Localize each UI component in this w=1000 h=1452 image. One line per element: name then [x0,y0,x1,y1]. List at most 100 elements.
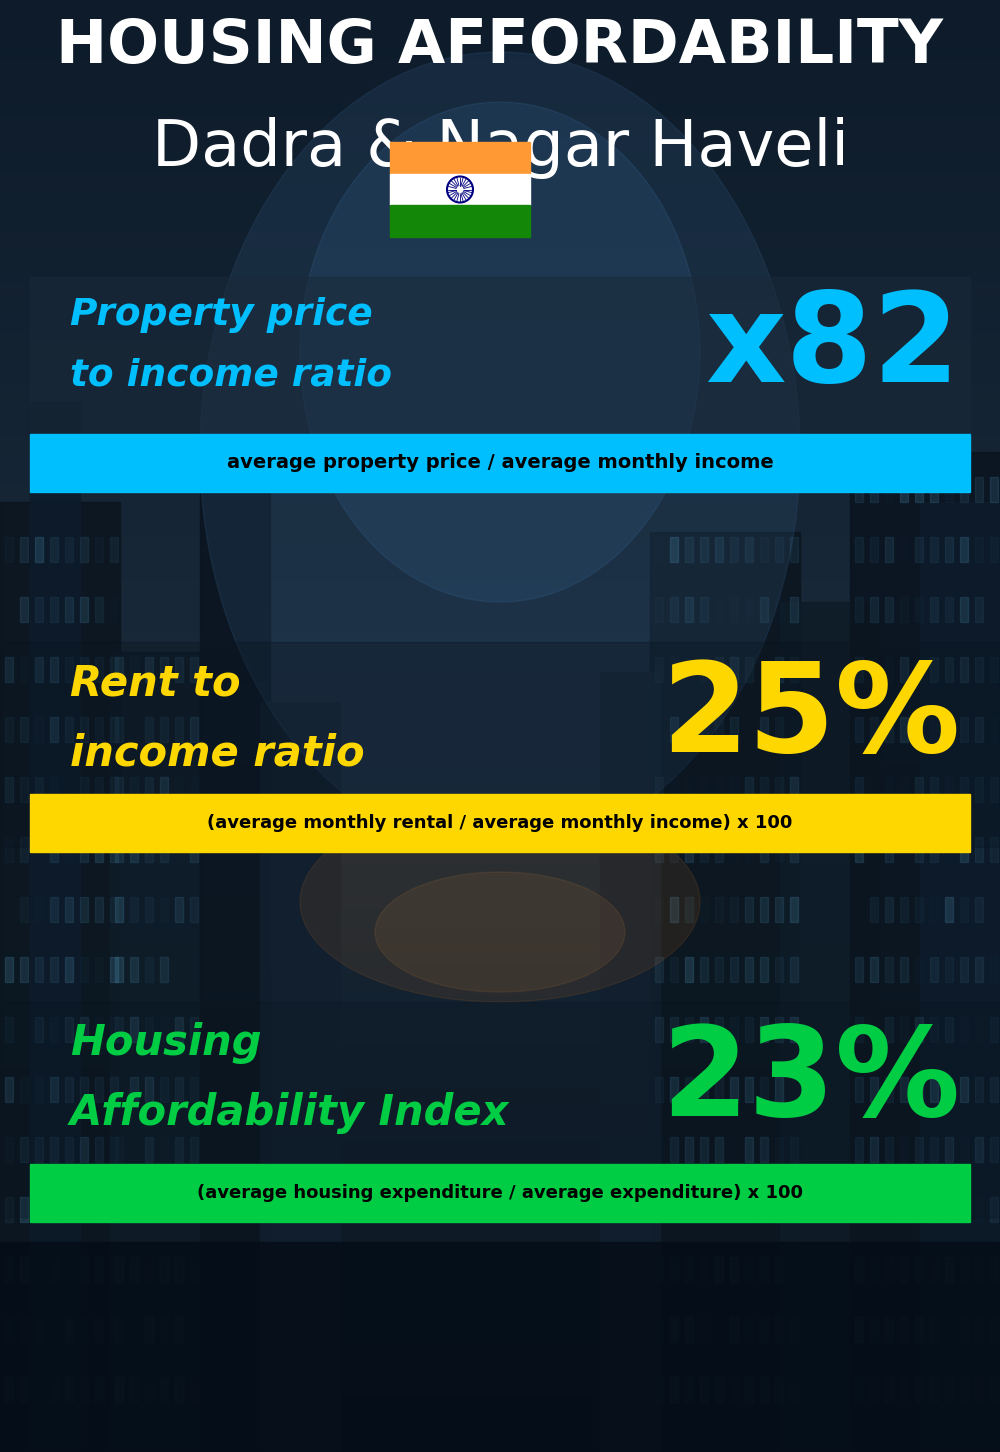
Bar [0,642,1000,847]
Bar [65,1077,73,1102]
Bar [670,836,678,862]
Bar [95,717,103,742]
Bar [390,174,530,205]
Bar [95,597,103,621]
Bar [35,897,43,922]
Bar [930,1257,938,1282]
Bar [870,478,878,502]
Bar [670,897,678,922]
Bar [960,656,968,682]
Bar [990,537,998,562]
Bar [900,597,908,621]
Bar [95,1376,103,1403]
Bar [715,836,723,862]
Bar [175,836,183,862]
Bar [700,836,708,862]
Bar [700,1137,708,1162]
Bar [35,656,43,682]
Bar [715,1077,723,1102]
Bar [945,1317,953,1342]
Bar [790,537,798,562]
Bar [960,1317,968,1342]
Bar [775,1137,783,1162]
Bar [130,1257,138,1282]
Bar [885,777,893,802]
Bar [900,537,908,562]
Bar [685,836,693,862]
Bar [855,1196,863,1223]
Bar [65,656,73,682]
Bar [775,1077,783,1102]
Bar [685,777,693,802]
Bar [760,717,768,742]
Ellipse shape [300,802,700,1002]
Bar [20,836,28,862]
Bar [930,478,938,502]
Bar [655,717,663,742]
Bar [790,1376,798,1403]
Bar [855,836,863,862]
Bar [760,1077,768,1102]
Bar [685,656,693,682]
Bar [20,537,28,562]
Bar [80,1317,88,1342]
Bar [745,1016,753,1043]
Bar [655,1196,663,1223]
Bar [730,537,738,562]
Bar [960,836,968,862]
Bar [110,1376,118,1403]
Bar [80,1137,88,1162]
Bar [745,1196,753,1223]
Bar [900,1257,908,1282]
Bar [160,1016,168,1043]
Bar [190,836,198,862]
Bar [790,597,798,621]
Bar [870,1257,878,1282]
Bar [885,1196,893,1223]
Bar [65,1257,73,1282]
Bar [730,1257,738,1282]
Bar [30,434,970,492]
Bar [655,656,663,682]
Bar [990,1016,998,1043]
Bar [715,957,723,982]
Bar [900,1016,908,1043]
Bar [50,597,58,621]
Bar [960,1196,968,1223]
Bar [685,1196,693,1223]
Bar [975,1376,983,1403]
Bar [50,1196,58,1223]
Bar [50,717,58,742]
Bar [655,1376,663,1403]
Bar [160,1317,168,1342]
Bar [160,717,168,742]
Bar [930,957,938,982]
Bar [175,1077,183,1102]
Ellipse shape [300,102,700,603]
Bar [945,897,953,922]
Bar [730,656,738,682]
Bar [885,836,893,862]
Text: Dadra & Nagar Haveli: Dadra & Nagar Haveli [152,118,848,179]
Bar [745,897,753,922]
Bar [930,656,938,682]
Text: Property price: Property price [70,298,373,333]
Bar [175,1317,183,1342]
Bar [915,1376,923,1403]
Bar [5,1376,13,1403]
Bar [670,1317,678,1342]
Bar [65,1016,73,1043]
Bar [730,836,738,862]
Bar [760,777,768,802]
Ellipse shape [375,873,625,992]
Bar [115,1196,123,1223]
Bar [930,897,938,922]
Bar [745,597,753,621]
Bar [870,777,878,802]
Bar [990,478,998,502]
Bar [885,597,893,621]
Bar [760,597,768,621]
Bar [35,1376,43,1403]
Bar [930,1376,938,1403]
Bar [80,1257,88,1282]
